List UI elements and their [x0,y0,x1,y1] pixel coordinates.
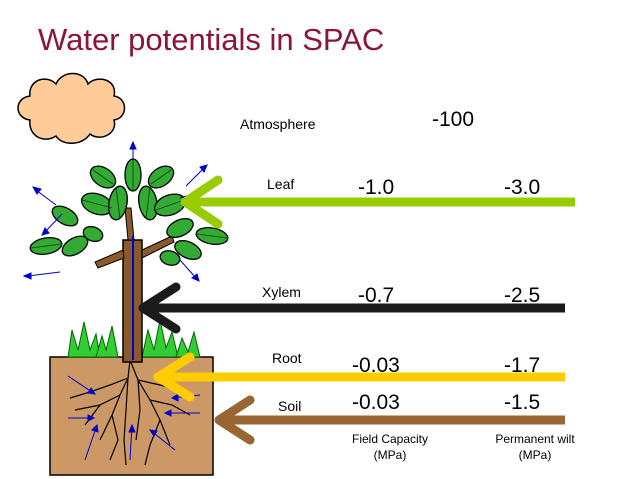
foliage [29,158,229,266]
soil-water-arrows [67,375,201,461]
leaf-arrow [180,175,575,229]
xylem-field-capacity: -0.7 [358,284,395,307]
row-label-xylem: Xylem [262,284,301,300]
row-label-leaf: Leaf [267,176,295,192]
column-header-permanent-wilt-line1: Permanent wilt [495,432,575,446]
cloud-icon [17,72,126,144]
slide-title: Water potentials in SPAC [38,22,385,57]
soil-arrow [214,395,565,445]
grass [67,319,201,358]
leaf-field-capacity: -1.0 [358,176,395,199]
row-label-root: Root [272,350,302,366]
leaf-permanent-wilt: -3.0 [504,176,541,199]
tree-trunk [94,207,175,363]
xylem-arrow [138,282,565,334]
column-header-field-capacity: Field Capacity (MPa) [335,431,445,463]
xylem-permanent-wilt: -2.5 [504,284,541,307]
row-label-atmosphere: Atmosphere [240,116,316,132]
root-permanent-wilt: -1.7 [504,354,541,377]
column-header-field-capacity-unit: (MPa) [373,448,407,462]
column-header-permanent-wilt: Permanent wilt (MPa) [475,431,595,463]
root-field-capacity: -0.03 [352,354,400,377]
soil-permanent-wilt: -1.5 [504,391,541,414]
row-label-soil: Soil [278,398,302,414]
atmosphere-value: -100 [432,108,475,131]
roots [69,359,191,466]
column-header-field-capacity-line1: Field Capacity [351,432,429,446]
soil-field-capacity: -0.03 [352,391,400,414]
column-header-permanent-wilt-unit: (MPa) [518,448,552,462]
root-arrow [153,352,565,402]
